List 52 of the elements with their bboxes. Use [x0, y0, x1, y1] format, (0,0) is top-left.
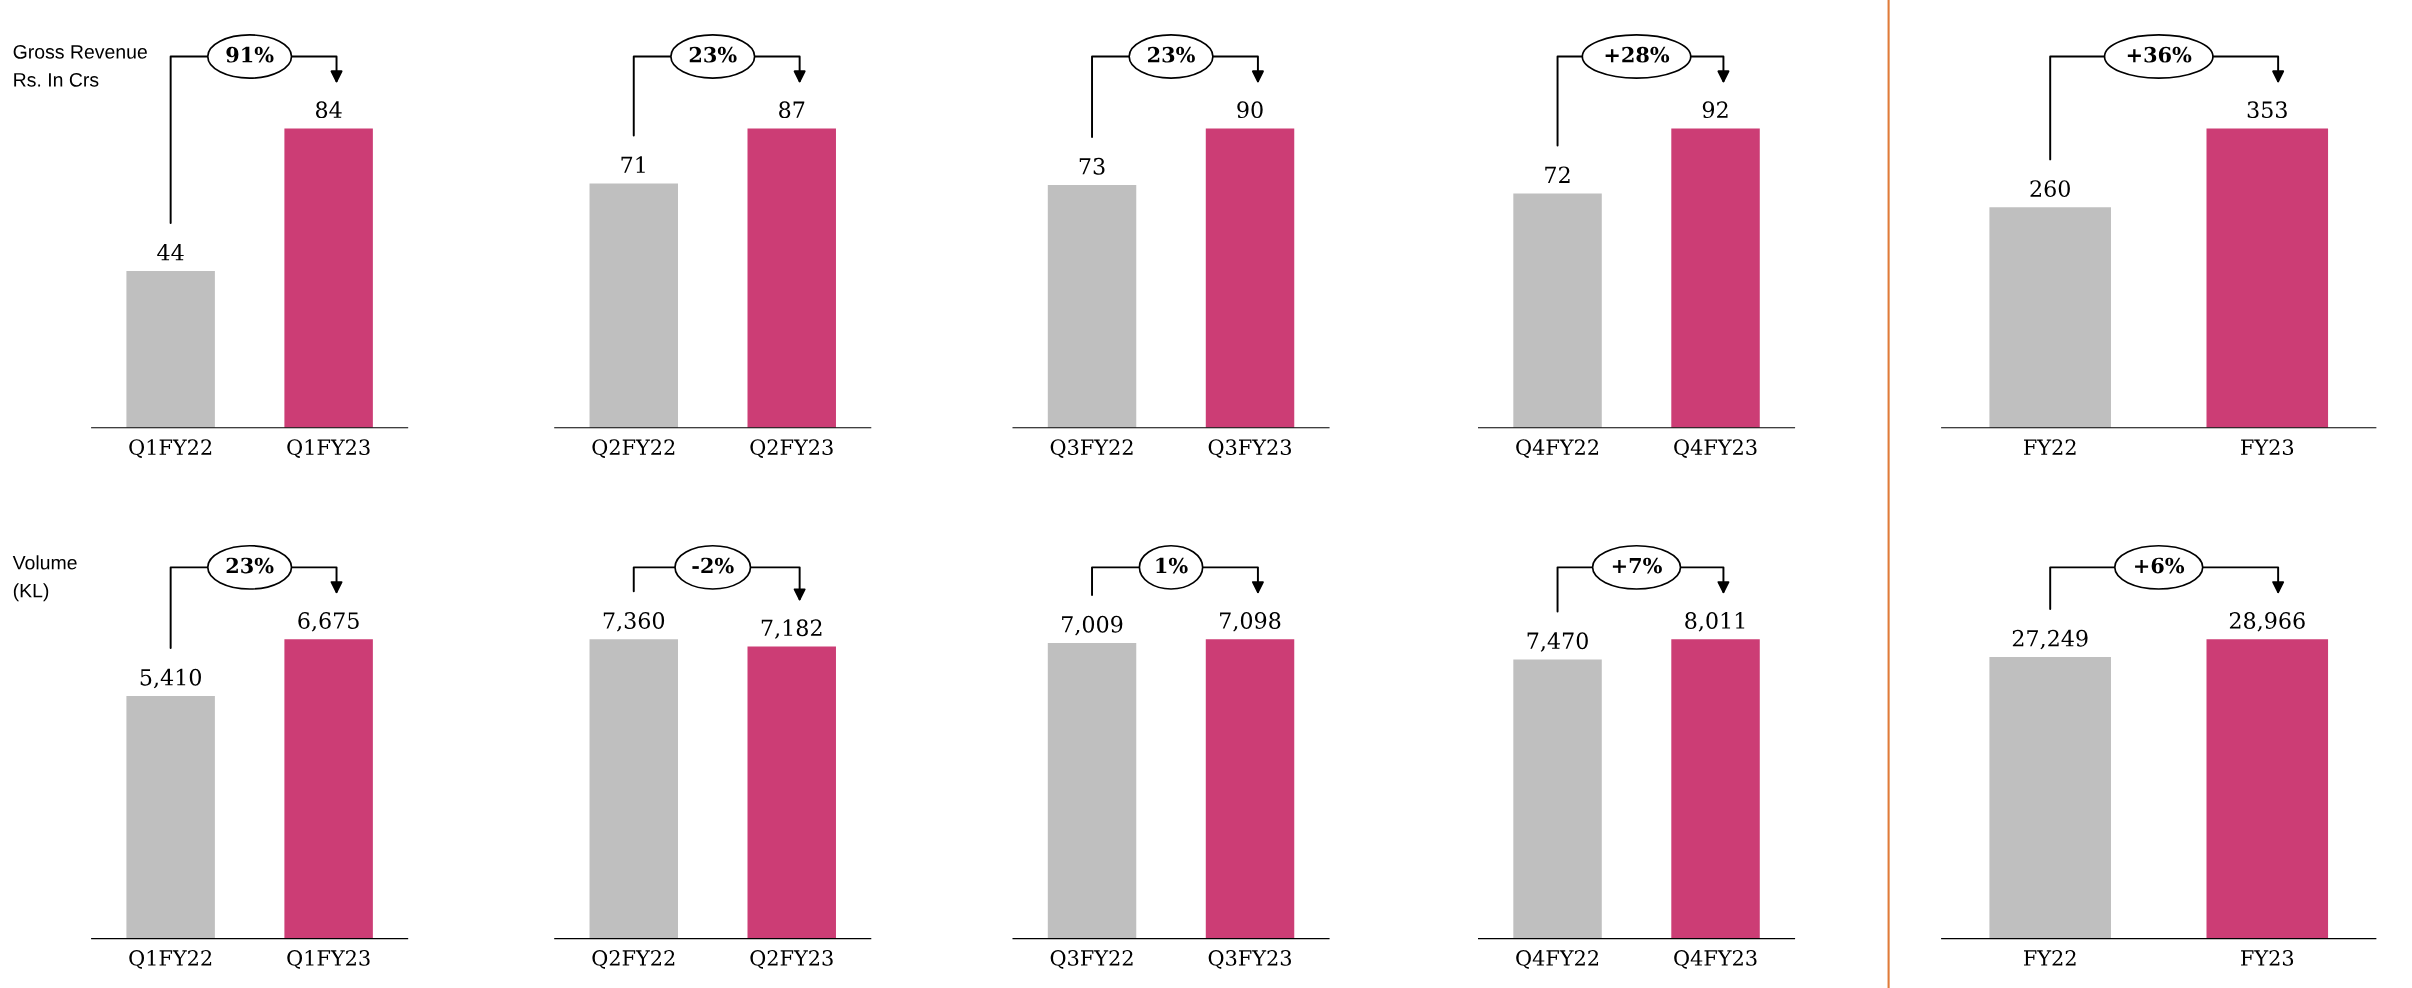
data-label: 84 [315, 101, 342, 119]
x-tick-label: Q3FY23 [1208, 950, 1291, 969]
data-label: 28,966 [2229, 612, 2305, 632]
data-label: 7,009 [1062, 615, 1123, 636]
data-label: 7,182 [761, 619, 822, 639]
x-tick-label: Q4FY23 [1674, 439, 1757, 459]
text: 91% [226, 46, 274, 63]
text: +7% [1612, 557, 1662, 574]
data-label: 5,410 [140, 668, 201, 689]
x-tick-label: FY22 [2023, 950, 2076, 966]
data-label: 71 [621, 156, 645, 173]
data-label: 353 [2247, 101, 2287, 119]
text: +28% [1605, 46, 1670, 63]
y-axis-title: Gross Revenue Rs. In Crs [13, 44, 147, 87]
data-label: 6,675 [298, 612, 359, 632]
x-tick-label: Q4FY22 [1516, 439, 1599, 459]
text: +36% [2127, 46, 2192, 63]
x-tick-label: Q1FY23 [287, 439, 370, 459]
data-label: 87 [779, 101, 805, 119]
x-tick-label: Q2FY22 [592, 439, 675, 459]
data-label: 27,249 [2012, 629, 2088, 650]
x-tick-label: Q3FY22 [1050, 950, 1133, 969]
text: 23% [689, 46, 737, 63]
data-label: 7,360 [603, 612, 665, 632]
text: 23% [226, 557, 274, 574]
text: 1% [1156, 557, 1188, 574]
data-label: 92 [1702, 101, 1728, 119]
x-tick-label: Q2FY22 [592, 950, 675, 969]
x-tick-label: FY23 [2241, 950, 2294, 966]
x-tick-label: Q3FY23 [1208, 439, 1291, 459]
text: +6% [2135, 557, 2185, 574]
text: 23% [1148, 46, 1195, 63]
data-label: 73 [1079, 157, 1105, 175]
x-tick-label: Q1FY22 [129, 439, 212, 459]
x-tick-label: Q4FY22 [1516, 950, 1599, 969]
data-label: 7,470 [1527, 632, 1588, 652]
x-tick-label: FY23 [2241, 439, 2294, 456]
data-label: 8,011 [1685, 612, 1745, 632]
x-tick-label: Q2FY23 [750, 439, 833, 459]
x-tick-label: Q1FY23 [287, 950, 370, 969]
text: -2% [692, 557, 734, 574]
x-tick-label: Q2FY23 [750, 950, 833, 969]
data-label: 90 [1237, 101, 1263, 119]
data-label: 7,098 [1220, 612, 1281, 632]
data-label: 72 [1545, 166, 1570, 183]
x-tick-label: FY22 [2023, 439, 2076, 455]
x-tick-label: Q1FY22 [129, 950, 212, 969]
x-tick-label: Q3FY22 [1050, 439, 1133, 459]
x-tick-label: Q4FY23 [1674, 950, 1757, 969]
y-axis-title: Volume (KL) [12, 555, 77, 602]
data-label: 260 [2030, 180, 2070, 197]
data-label: 44 [157, 243, 184, 261]
